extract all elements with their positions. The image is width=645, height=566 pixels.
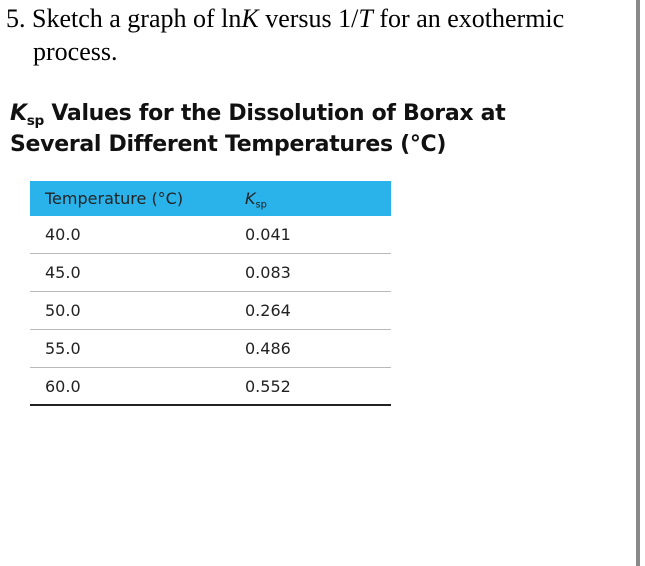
question-text-after: for an exothermic bbox=[372, 4, 565, 33]
table-row: 40.0 0.041 bbox=[30, 216, 391, 254]
cell-temperature: 60.0 bbox=[45, 376, 81, 396]
question-number: 5. bbox=[6, 4, 26, 33]
header-ksp-k: K bbox=[245, 189, 256, 208]
table-caption: Ksp Values for the Dissolution of Borax … bbox=[10, 98, 610, 160]
cell-ksp: 0.486 bbox=[245, 339, 291, 358]
caption-sub: sp bbox=[26, 112, 45, 129]
header-ksp-sub: sp bbox=[255, 199, 267, 211]
header-temperature: Temperature (°C) bbox=[45, 189, 184, 208]
header-ksp: Ksp bbox=[245, 189, 391, 211]
page-divider bbox=[636, 0, 640, 566]
caption-line2: Several Different Temperatures (°C) bbox=[10, 132, 447, 157]
table-row: 55.0 0.486 bbox=[30, 330, 391, 368]
question-italic-t: T bbox=[358, 4, 373, 33]
cell-temperature: 45.0 bbox=[45, 263, 81, 282]
question-line-2: process. bbox=[33, 37, 118, 66]
question-text-middle: versus 1/ bbox=[258, 4, 359, 33]
cell-ksp: 0.552 bbox=[245, 376, 291, 396]
cell-ksp: 0.083 bbox=[245, 263, 291, 282]
question-text-before: Sketch a graph of ln bbox=[25, 4, 242, 33]
cell-ksp: 0.264 bbox=[245, 301, 291, 320]
question-text: 5. Sketch a graph of lnK versus 1/T for … bbox=[6, 2, 626, 68]
table-row: 60.0 0.552 bbox=[30, 368, 391, 406]
cell-ksp: 0.041 bbox=[245, 225, 291, 244]
caption-line1-rest: Values for the Dissolution of Borax at bbox=[44, 101, 506, 126]
cell-temperature: 55.0 bbox=[45, 339, 81, 358]
table-row: 50.0 0.264 bbox=[30, 292, 391, 330]
table-header: Temperature (°C) Ksp bbox=[30, 181, 391, 216]
question-italic-k: K bbox=[241, 4, 259, 33]
caption-k: K bbox=[10, 101, 27, 126]
ksp-table: Temperature (°C) Ksp 40.0 0.041 45.0 0.0… bbox=[30, 181, 391, 406]
cell-temperature: 40.0 bbox=[45, 225, 81, 244]
cell-temperature: 50.0 bbox=[45, 301, 81, 320]
table-row: 45.0 0.083 bbox=[30, 254, 391, 292]
